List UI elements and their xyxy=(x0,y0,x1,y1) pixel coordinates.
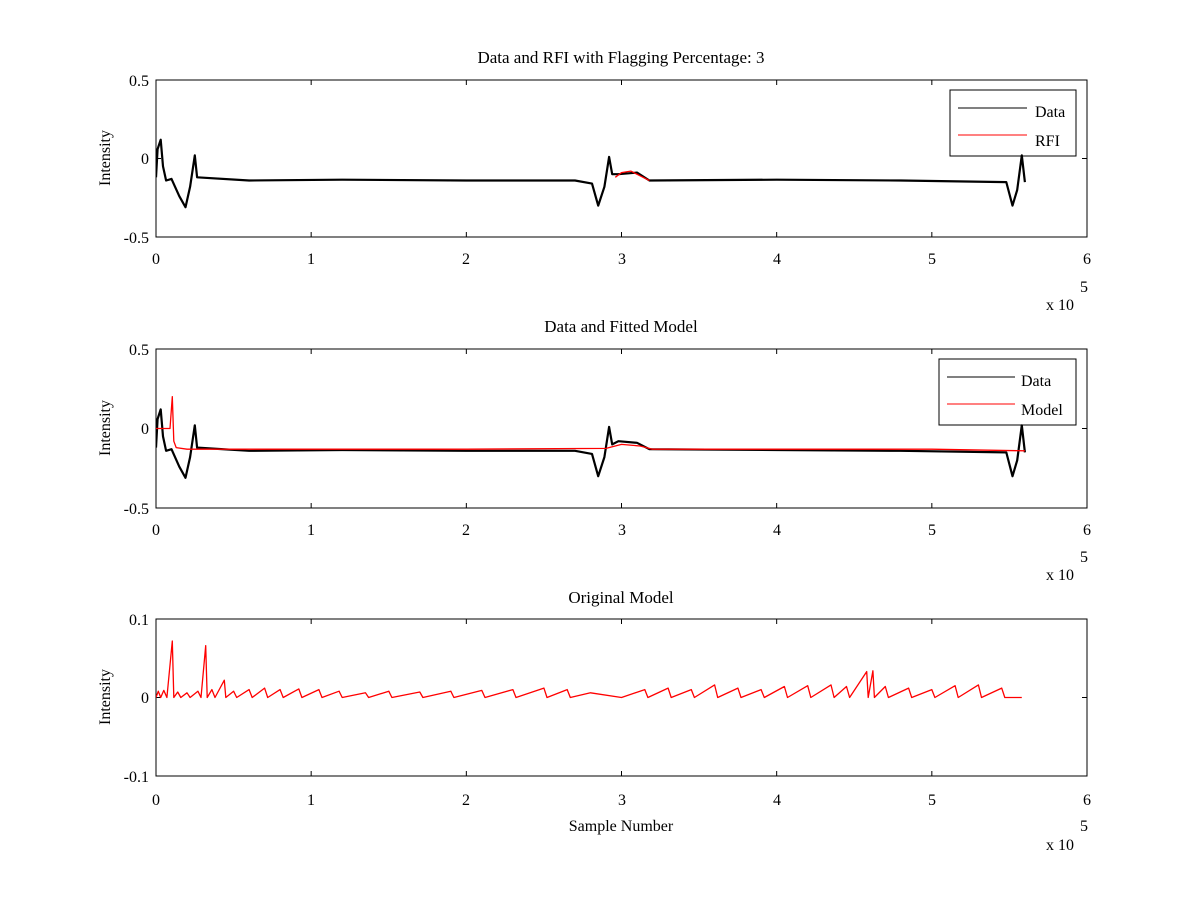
panel-2-xtick-1: 1 xyxy=(307,522,315,539)
panel-2-x-multiplier-exponent: 5 xyxy=(1080,549,1088,566)
panel-2-axes-box xyxy=(155,348,1088,509)
panel-3-xtick-2: 2 xyxy=(462,792,470,809)
panel-1-ytick-top: 0.5 xyxy=(129,73,149,90)
panel-3-series-line xyxy=(156,640,1022,699)
panel-3-xlabel: Sample Number xyxy=(569,818,674,835)
panel-1-axes-box xyxy=(155,79,1088,238)
panel-1-legend-label-rfi: RFI xyxy=(1035,133,1060,150)
panel-2-xtick-6: 6 xyxy=(1083,522,1091,539)
panel-2-ytick-top: 0.5 xyxy=(129,342,149,359)
panel-2-ytick-bottom: -0.5 xyxy=(124,501,149,518)
panel-1-legend: Data RFI xyxy=(949,89,1077,157)
panel-1-ylabel: Intensity xyxy=(97,130,114,186)
panel-2-legend: Data Model xyxy=(938,358,1077,426)
panel-1-series-data xyxy=(156,138,1026,209)
panel-2-xtick-5: 5 xyxy=(928,522,936,539)
panel-1-xtick-2: 2 xyxy=(462,251,470,268)
panel-3-ylabel: Intensity xyxy=(97,669,114,725)
panel-3: Original Model Intensity Sample Number 0… xyxy=(97,588,1091,854)
panel-3-title: Original Model xyxy=(568,588,674,607)
panel-2-legend-box xyxy=(938,358,1077,426)
panel-3-ytick-top: 0.1 xyxy=(129,612,149,629)
panel-1-x-multiplier: x 10 xyxy=(1046,297,1074,314)
panel-3-x-multiplier-exponent: 5 xyxy=(1080,818,1088,835)
panel-1-xtick-3: 3 xyxy=(618,251,626,268)
panel-3-xtick-5: 5 xyxy=(928,792,936,809)
panel-2-series-model xyxy=(156,396,1025,452)
panel-2-xtick-4: 4 xyxy=(773,522,781,539)
panel-2-ylabel: Intensity xyxy=(97,400,114,456)
panel-1-x-ticks: 0 1 2 3 4 5 6 xyxy=(152,251,1091,268)
panel-1-xtick-6: 6 xyxy=(1083,251,1091,268)
panel-2-legend-label-model: Model xyxy=(1021,402,1063,419)
panel-2-xtick-0: 0 xyxy=(152,522,160,539)
panel-1-y-ticks: 0.5 0 -0.5 xyxy=(124,73,149,247)
panel-1-ytick-bottom: -0.5 xyxy=(124,230,149,247)
panel-1-xtick-1: 1 xyxy=(307,251,315,268)
panel-2-xtick-2: 2 xyxy=(462,522,470,539)
panel-2-y-ticks: 0.5 0 -0.5 xyxy=(124,342,149,518)
panel-1-xtick-5: 5 xyxy=(928,251,936,268)
panel-1-legend-label-data: Data xyxy=(1035,104,1065,121)
panel-1-xtick-4: 4 xyxy=(773,251,781,268)
panel-2-title: Data and Fitted Model xyxy=(544,317,698,336)
panel-2-ytick-mid: 0 xyxy=(141,421,149,438)
panel-1-tick-marks xyxy=(155,79,1088,238)
panel-3-xtick-6: 6 xyxy=(1083,792,1091,809)
panel-2-x-multiplier: x 10 xyxy=(1046,567,1074,584)
panel-3-xtick-0: 0 xyxy=(152,792,160,809)
panel-2: Data and Fitted Model Intensity 0 1 2 3 … xyxy=(97,317,1091,584)
panel-1-title: Data and RFI with Flagging Percentage: 3 xyxy=(477,48,764,67)
panel-3-xtick-1: 1 xyxy=(307,792,315,809)
panel-1-x-multiplier-exponent: 5 xyxy=(1080,279,1088,296)
plot-layer xyxy=(155,79,1088,777)
panel-2-x-ticks: 0 1 2 3 4 5 6 xyxy=(152,522,1091,539)
panel-1-xtick-0: 0 xyxy=(152,251,160,268)
panel-3-xtick-3: 3 xyxy=(618,792,626,809)
panel-3-x-multiplier: x 10 xyxy=(1046,837,1074,854)
panel-2-xtick-3: 3 xyxy=(618,522,626,539)
panel-3-xtick-4: 4 xyxy=(773,792,781,809)
panel-1-legend-box xyxy=(949,89,1077,157)
panel-2-legend-label-data: Data xyxy=(1021,373,1051,390)
panel-3-tick-marks xyxy=(155,618,1088,777)
panel-1: Data and RFI with Flagging Percentage: 3… xyxy=(97,48,1091,314)
panel-3-ytick-mid: 0 xyxy=(141,690,149,707)
panel-3-x-ticks: 0 1 2 3 4 5 6 xyxy=(152,792,1091,809)
panel-3-ytick-bottom: -0.1 xyxy=(124,769,149,786)
panel-1-series-rfi xyxy=(614,170,650,182)
panel-3-y-ticks: 0.1 0 -0.1 xyxy=(124,612,149,786)
panel-2-series-data xyxy=(156,408,1026,479)
panel-1-ytick-mid: 0 xyxy=(141,151,149,168)
